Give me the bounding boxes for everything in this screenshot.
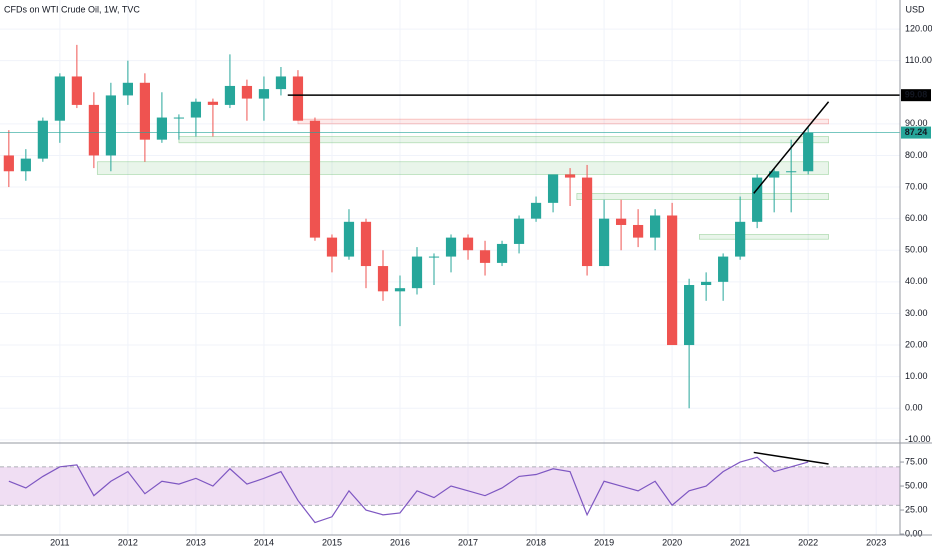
y-tick-label: 110.00 — [905, 55, 932, 65]
zone — [297, 118, 829, 125]
y-tick-label: 80.00 — [905, 150, 928, 160]
candle-body — [343, 221, 355, 257]
y-tick-label: 0.00 — [905, 403, 923, 413]
chart-title: CFDs on WTI Crude Oil, 1W, TVC — [4, 4, 140, 14]
candle-body — [701, 281, 712, 286]
price-pane — [0, 0, 900, 535]
y-tick-label: 75.00 — [905, 456, 928, 466]
price-label: 87.24 — [905, 127, 928, 137]
x-tick-label: 2014 — [254, 537, 274, 547]
candle-body — [139, 82, 150, 140]
candle-body — [564, 174, 576, 178]
zone — [96, 161, 829, 175]
candle-body — [54, 76, 65, 121]
rsi-pane — [0, 451, 904, 535]
candle-body — [394, 288, 406, 292]
candle-body — [122, 82, 133, 96]
candle-body — [752, 177, 763, 222]
candle-body — [786, 171, 797, 173]
y-tick-label: 50.00 — [905, 245, 928, 255]
candle-body — [71, 76, 82, 105]
candle-body — [3, 155, 14, 172]
candle-body — [88, 104, 99, 156]
candle-body — [156, 117, 168, 140]
y-tick-label: 10.00 — [905, 371, 928, 381]
x-tick-label: 2019 — [594, 537, 614, 547]
x-tick-label: 2023 — [866, 537, 886, 547]
candle-body — [428, 256, 440, 258]
candle-body — [462, 237, 474, 251]
candle-body — [650, 215, 661, 238]
x-tick-label: 2020 — [662, 537, 682, 547]
candle-body — [360, 221, 372, 267]
currency-label[interactable]: USD — [905, 4, 925, 14]
y-tick-label: 40.00 — [905, 276, 928, 286]
candle-body — [292, 76, 304, 121]
x-tick-label: 2018 — [526, 537, 546, 547]
candle-body — [258, 89, 270, 99]
x-tick-label: 2013 — [186, 537, 206, 547]
trendline — [753, 451, 829, 465]
rsi-line — [8, 456, 809, 524]
candle-body — [769, 171, 780, 178]
candle-body — [326, 237, 338, 257]
y-tick-label: 50.00 — [905, 480, 928, 490]
axes: 120.00 110.00 90.00 80.00 70.00 60.00 50.00 40.… — [50, 23, 932, 547]
x-tick-label: 2022 — [798, 537, 818, 547]
zone — [699, 234, 829, 240]
zone — [178, 136, 829, 144]
candle-body — [190, 101, 202, 118]
y-tick-label: 30.00 — [905, 308, 928, 318]
y-tick-label: 70.00 — [905, 181, 928, 191]
candle-body — [684, 285, 695, 346]
y-tick-label: 60.00 — [905, 213, 928, 223]
candle-body — [105, 95, 116, 156]
trendline — [753, 101, 830, 194]
candle-body — [224, 85, 236, 105]
candle-body — [615, 218, 627, 225]
candle-body — [718, 256, 729, 282]
candle-body — [20, 158, 31, 172]
x-tick-label: 2016 — [390, 537, 410, 547]
price-label-box — [901, 89, 931, 102]
candle-body — [530, 202, 542, 219]
candle-body — [37, 120, 48, 159]
x-tick-label: 2017 — [458, 537, 478, 547]
candle-body — [667, 215, 678, 346]
candle-body — [309, 120, 321, 238]
price-label: 99.08 — [905, 90, 928, 100]
candle-body — [803, 132, 814, 172]
candle-body — [207, 101, 219, 105]
y-tick-label: 90.00 — [905, 118, 928, 128]
price-label-box — [901, 126, 931, 139]
candle-body — [377, 266, 389, 292]
candle-body — [632, 224, 644, 238]
candle-body — [173, 117, 185, 119]
candle-body — [735, 221, 746, 257]
x-tick-label: 2012 — [118, 537, 138, 547]
y-tick-label: -10.00 — [905, 434, 931, 444]
candle-body — [411, 256, 423, 289]
candle-body — [513, 218, 525, 244]
y-tick-label: 120.00 — [905, 23, 932, 33]
x-tick-label: 2011 — [50, 537, 69, 547]
candle-body — [598, 218, 610, 267]
candle-body — [547, 174, 559, 203]
x-tick-label: 2015 — [322, 537, 342, 547]
candle-body — [581, 177, 593, 267]
candle-body — [275, 76, 287, 90]
candle-body — [241, 85, 253, 99]
y-tick-label: 25.00 — [905, 504, 928, 514]
candle-body — [496, 243, 508, 263]
zone — [576, 193, 829, 200]
x-tick-label: 2021 — [730, 537, 750, 547]
candle-body — [445, 237, 457, 257]
candle-body — [479, 250, 491, 263]
y-tick-label: 20.00 — [905, 339, 928, 349]
y-tick-label: 0.00 — [905, 528, 923, 538]
